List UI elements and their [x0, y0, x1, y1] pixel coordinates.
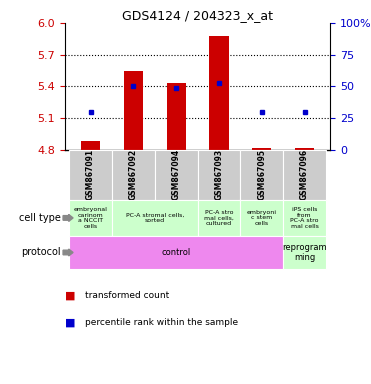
Text: GSM867093: GSM867093: [214, 149, 223, 200]
Bar: [240, 150, 283, 200]
Bar: [198, 200, 240, 236]
Text: ■: ■: [65, 318, 75, 328]
Bar: [69, 200, 112, 236]
Text: GSM867091: GSM867091: [86, 149, 95, 200]
Text: embryonal
carinom
a NCCIT
cells: embryonal carinom a NCCIT cells: [74, 207, 108, 228]
Bar: [124, 71, 143, 150]
Bar: [112, 200, 198, 236]
Text: reprogram
ming: reprogram ming: [282, 243, 327, 262]
Bar: [198, 150, 240, 200]
Text: PC-A stromal cells,
sorted: PC-A stromal cells, sorted: [126, 213, 184, 223]
Text: GSM867094: GSM867094: [172, 149, 181, 200]
Bar: [69, 150, 112, 200]
Text: cell type: cell type: [19, 213, 61, 223]
Bar: [81, 141, 100, 150]
Bar: [155, 150, 198, 200]
Bar: [252, 147, 271, 150]
Text: control: control: [161, 248, 191, 257]
Bar: [167, 83, 186, 150]
Bar: [283, 150, 326, 200]
Text: embryoni
c stem
cells: embryoni c stem cells: [247, 210, 277, 226]
Bar: [209, 36, 229, 150]
Bar: [240, 200, 283, 236]
Text: transformed count: transformed count: [85, 291, 170, 300]
Bar: [69, 236, 283, 269]
Text: GSM867092: GSM867092: [129, 149, 138, 200]
Text: percentile rank within the sample: percentile rank within the sample: [85, 318, 239, 327]
Text: protocol: protocol: [22, 247, 61, 258]
Bar: [283, 200, 326, 236]
Text: iPS cells
from
PC-A stro
mal cells: iPS cells from PC-A stro mal cells: [290, 207, 319, 228]
Bar: [112, 150, 155, 200]
Text: GSM867096: GSM867096: [300, 149, 309, 200]
Text: GSM867095: GSM867095: [257, 149, 266, 200]
Text: ■: ■: [65, 291, 75, 301]
Bar: [283, 236, 326, 269]
Text: PC-A stro
mal cells,
cultured: PC-A stro mal cells, cultured: [204, 210, 234, 226]
Title: GDS4124 / 204323_x_at: GDS4124 / 204323_x_at: [122, 9, 273, 22]
Bar: [295, 147, 314, 150]
